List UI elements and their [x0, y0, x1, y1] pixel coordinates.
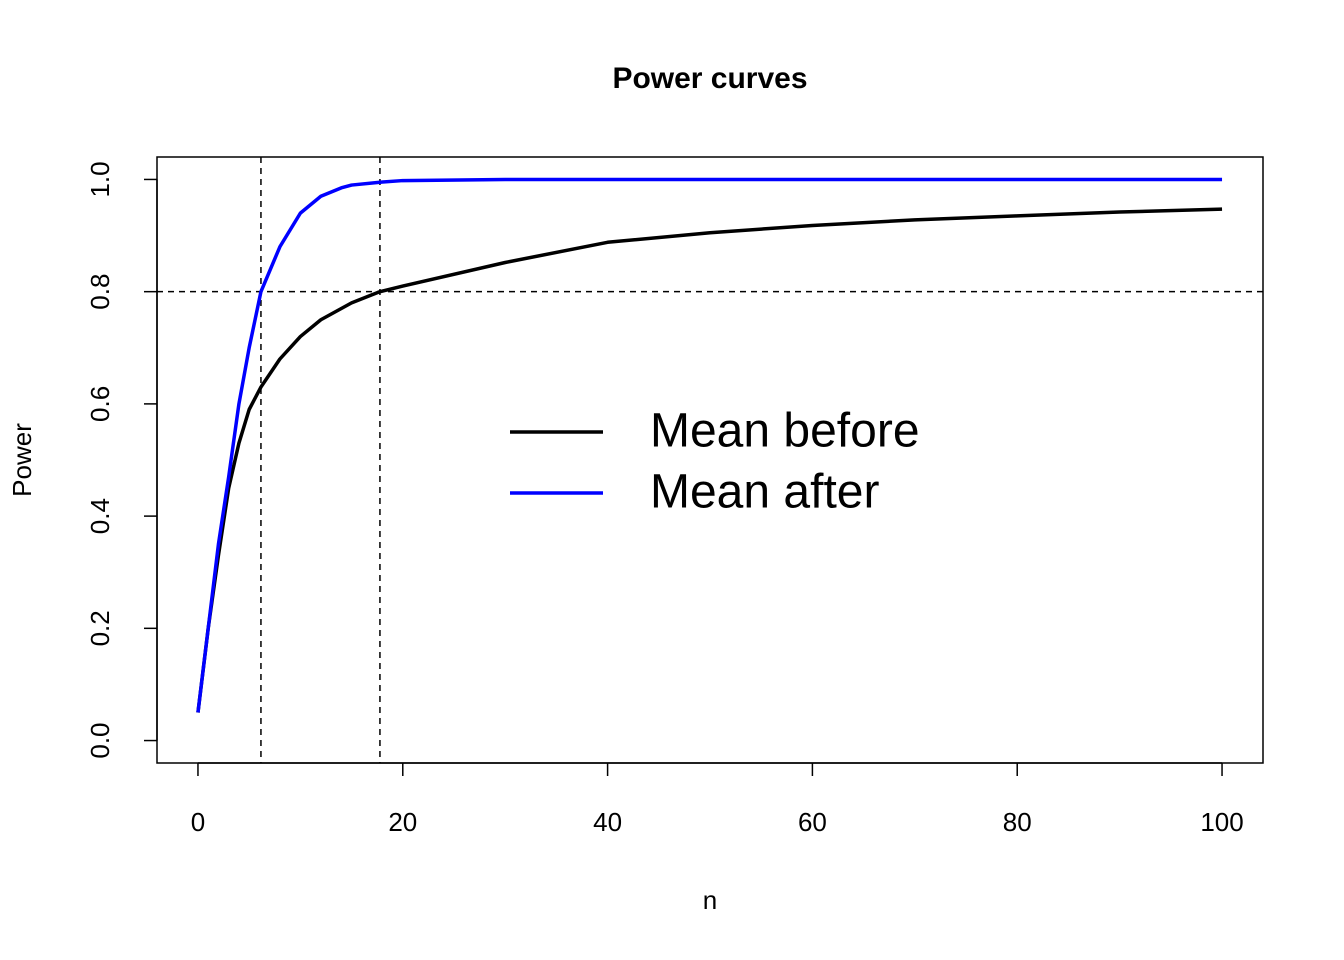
plot-frame [156, 156, 1264, 764]
x-tick-label: 80 [1003, 807, 1032, 837]
x-tick-label: 100 [1200, 807, 1243, 837]
y-tick-label: 0.4 [85, 498, 115, 534]
x-tick-label: 40 [593, 807, 622, 837]
legend-label: Mean before [650, 405, 920, 458]
y-tick-label: 0.2 [85, 610, 115, 646]
x-tick-label: 0 [191, 807, 205, 837]
x-tick-label: 20 [388, 807, 417, 837]
chart-title: Power curves [612, 62, 807, 95]
series-line [196, 207, 1223, 713]
y-tick-label: 0.0 [85, 722, 115, 758]
y-tick-label: 1.0 [85, 161, 115, 197]
y-axis-label: Power [7, 423, 37, 497]
series-line [196, 177, 1223, 713]
x-axis-label: n [703, 885, 717, 915]
legend-label: Mean after [650, 466, 879, 519]
y-tick-label: 0.8 [85, 274, 115, 310]
x-tick-label: 60 [798, 807, 827, 837]
y-tick-label: 0.6 [85, 386, 115, 422]
